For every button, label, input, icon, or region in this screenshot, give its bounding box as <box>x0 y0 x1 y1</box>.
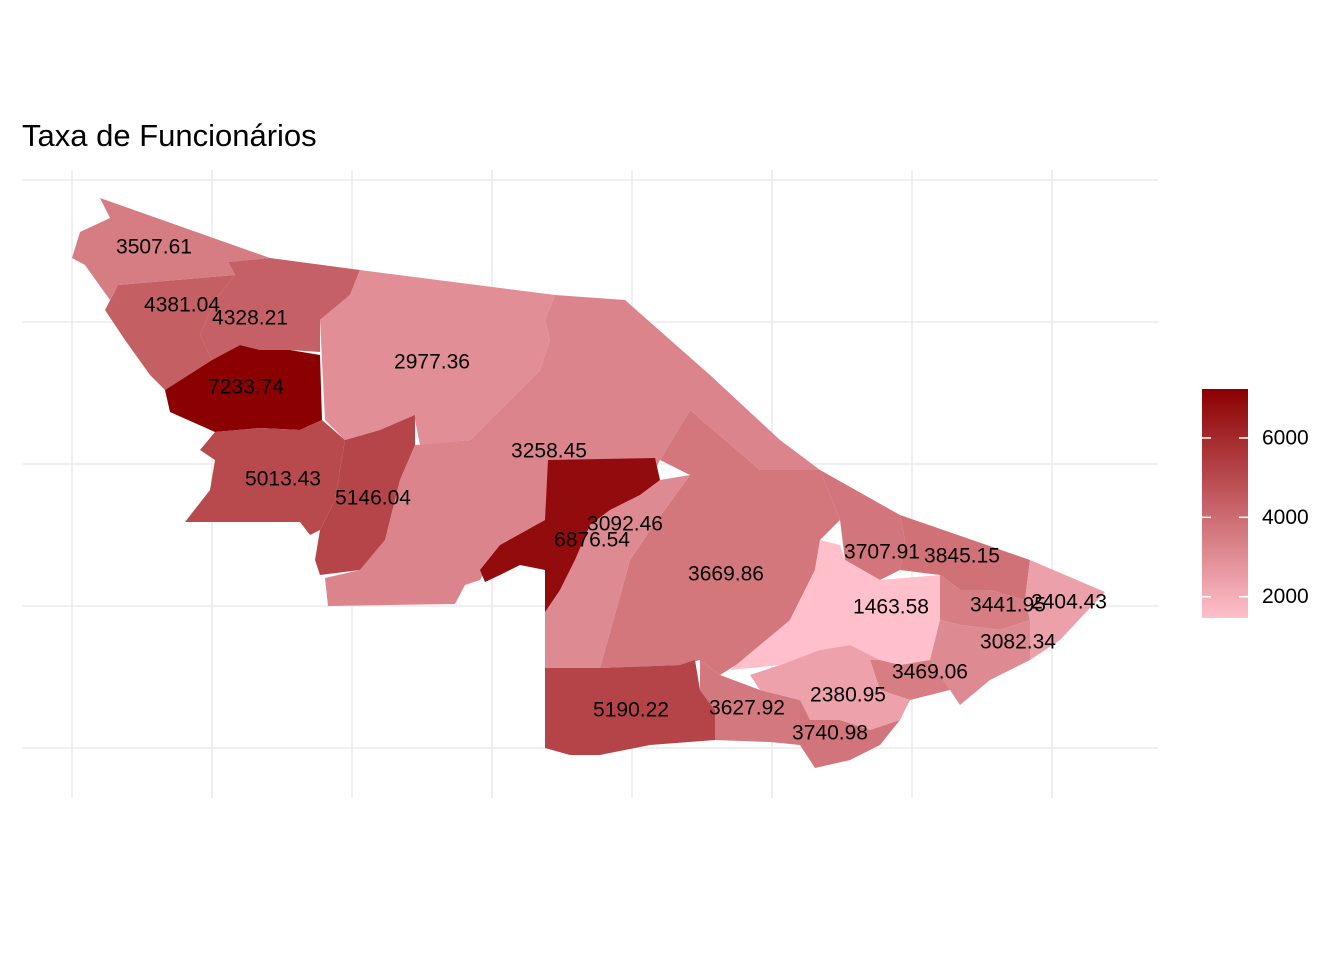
region-label: 2977.36 <box>394 351 470 374</box>
region-label: 3669.86 <box>688 563 764 586</box>
region-label: 3845.15 <box>924 545 1000 568</box>
region-6876[interactable] <box>480 458 660 612</box>
region-3845[interactable] <box>900 515 1030 600</box>
region-5013[interactable] <box>185 420 345 535</box>
region-3469[interactable] <box>870 660 950 700</box>
region-label: 3441.95 <box>970 594 1046 617</box>
region-3669[interactable] <box>600 410 840 675</box>
region-label: 3092.46 <box>587 513 663 536</box>
chart-title: Taxa de Funcionários <box>22 118 317 153</box>
legend-colorbar <box>1202 389 1248 618</box>
region-1463[interactable] <box>730 540 960 670</box>
region-3441[interactable] <box>940 575 1030 630</box>
region-label: 7233.74 <box>208 376 284 399</box>
region-3258[interactable] <box>325 295 820 606</box>
region-label: 3469.06 <box>892 661 968 684</box>
region-label: 1463.58 <box>853 596 929 619</box>
legend: 2000 4000 6000 <box>1202 389 1309 618</box>
region-3092[interactable] <box>545 475 690 668</box>
region-3707[interactable] <box>820 470 905 580</box>
region-label: 2404.43 <box>1031 591 1107 614</box>
region-label: 3082.34 <box>980 631 1056 654</box>
region-label: 3258.45 <box>511 440 587 463</box>
region-4328[interactable] <box>200 258 360 360</box>
region-label: 6876.54 <box>554 529 630 552</box>
region-3082[interactable] <box>930 620 1030 705</box>
region-2380[interactable] <box>750 645 910 730</box>
region-label: 4381.04 <box>144 294 220 317</box>
region-3627[interactable] <box>700 660 810 745</box>
region-label: 5013.43 <box>245 468 321 491</box>
region-5146[interactable] <box>315 415 415 575</box>
region-label: 3707.91 <box>844 541 920 564</box>
region-label: 3507.61 <box>116 236 192 259</box>
region-7233[interactable] <box>165 345 322 432</box>
region-2977[interactable] <box>320 270 555 445</box>
region-label: 4328.21 <box>212 307 288 330</box>
region-label: 5146.04 <box>335 487 411 510</box>
region-label: 3627.92 <box>709 697 785 720</box>
regions <box>72 198 1105 768</box>
region-3740[interactable] <box>800 700 900 768</box>
legend-tick-label: 6000 <box>1262 426 1309 449</box>
region-3507[interactable] <box>72 198 270 300</box>
region-label: 3740.98 <box>792 722 868 745</box>
region-2404[interactable] <box>1025 560 1105 660</box>
legend-tick-label: 2000 <box>1262 585 1309 608</box>
region-label: 5190.22 <box>593 699 669 722</box>
region-5190[interactable] <box>545 660 715 755</box>
region-4381[interactable] <box>105 275 235 390</box>
legend-tick-label: 4000 <box>1262 506 1309 529</box>
region-labels: 3507.61 4328.21 4381.04 7233.74 2977.36 … <box>116 236 1107 745</box>
region-label: 2380.95 <box>810 684 886 707</box>
